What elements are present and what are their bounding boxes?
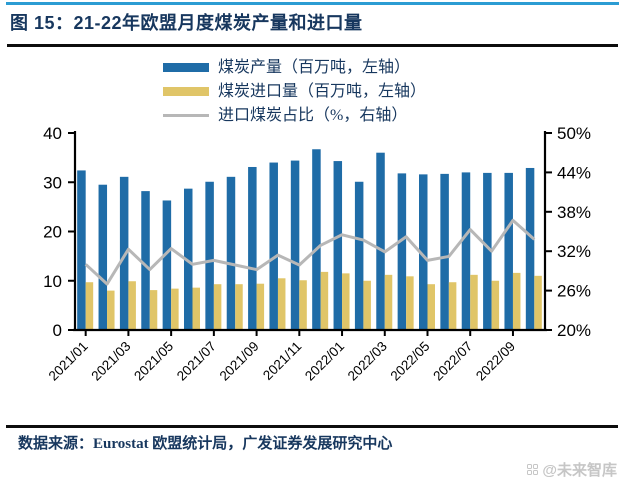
import-share-line-swatch	[163, 114, 209, 117]
bar-coal-imports	[277, 278, 286, 330]
title-divider	[7, 44, 618, 47]
bar-coal-production	[312, 149, 321, 330]
bar-coal-imports	[534, 275, 542, 330]
bar-coal-imports	[406, 276, 414, 330]
legend-label: 煤炭产量（百万吨，左轴）	[218, 58, 411, 76]
bar-coal-production	[290, 160, 300, 330]
bar-coal-production	[98, 184, 108, 330]
bar-coal-production	[162, 200, 172, 330]
x-axis-tick-label: 2022/09	[473, 339, 518, 384]
bar-coal-production	[354, 181, 364, 330]
x-axis-tick-label: 2021/11	[260, 339, 304, 383]
watermark: @未来智库	[526, 459, 617, 480]
bar-coal-imports	[512, 272, 521, 330]
footer-divider	[6, 425, 618, 428]
bar-coal-production	[440, 173, 449, 330]
bar-coal-imports	[299, 280, 307, 330]
bar-coal-imports	[85, 282, 94, 330]
bar-coal-imports	[320, 271, 329, 330]
bar-coal-production	[419, 174, 428, 330]
bar-coal-imports	[384, 274, 393, 330]
bar-coal-production	[333, 161, 343, 330]
bar-coal-production	[141, 191, 150, 330]
bar-coal-imports	[491, 280, 500, 330]
legend-item-production: 煤炭产量（百万吨，左轴）	[163, 57, 426, 78]
bar-coal-production	[77, 170, 86, 330]
left-axis-tick-label: 10	[43, 272, 62, 291]
right-axis-tick-label: 44%	[557, 163, 591, 182]
bar-coal-imports	[213, 284, 222, 330]
x-axis-tick-label: 2022/05	[387, 339, 432, 384]
import-share-line	[84, 218, 536, 286]
x-axis-tick-label: 2021/07	[174, 339, 219, 384]
right-axis-tick-label: 26%	[557, 282, 591, 301]
bar-coal-production	[376, 152, 385, 330]
x-axis-tick-label: 2021/05	[131, 339, 176, 384]
bar-coal-imports	[470, 274, 478, 330]
legend-label: 煤炭进口量（百万吨，左轴）	[218, 82, 427, 100]
bar-coal-imports	[107, 290, 115, 330]
chart-svg: 01020304020%26%32%38%44%50%2021/012021/0…	[43, 124, 591, 384]
x-axis-tick-label: 2021/01	[46, 339, 91, 384]
bar-coal-production	[461, 172, 471, 330]
bar-coal-production	[226, 176, 236, 330]
watermark-logo-icon	[526, 463, 539, 476]
bar-coal-imports	[149, 290, 158, 330]
right-axis-tick-label: 20%	[557, 321, 591, 340]
right-axis-tick-label: 38%	[557, 203, 591, 222]
bar-coal-imports	[363, 280, 371, 330]
production-color-swatch	[163, 63, 209, 72]
x-axis-tick-label: 2021/09	[217, 339, 262, 384]
left-axis-tick-label: 20	[43, 223, 62, 242]
bar-coal-imports	[427, 284, 435, 330]
right-axis-tick-label: 32%	[557, 242, 591, 261]
bar-coal-imports	[256, 283, 265, 330]
bar-coal-production	[483, 172, 492, 330]
x-axis-tick-label: 2022/01	[302, 339, 347, 384]
chart-legend: 煤炭产量（百万吨，左轴） 煤炭进口量（百万吨，左轴） 进口煤炭占比（%，右轴）	[163, 57, 426, 126]
bar-coal-imports	[235, 284, 243, 330]
bar-coal-production	[248, 166, 257, 330]
legend-label: 进口煤炭占比（%，右轴）	[218, 106, 408, 124]
figure-title: 图 15：21-22年欧盟月度煤炭产量和进口量	[10, 13, 363, 33]
bar-coal-imports	[128, 281, 136, 330]
left-axis-tick-label: 30	[43, 173, 62, 192]
top-border-line	[6, 2, 619, 5]
legend-item-imports: 煤炭进口量（百万吨，左轴）	[163, 81, 426, 102]
bar-coal-imports	[342, 273, 350, 330]
bar-coal-production	[269, 162, 278, 330]
x-axis-tick-label: 2022/07	[430, 339, 475, 384]
bar-coal-production	[184, 188, 193, 330]
left-axis-tick-label: 40	[43, 124, 62, 143]
legend-item-import-share: 进口煤炭占比（%，右轴）	[163, 105, 426, 126]
x-axis-tick-label: 2022/03	[345, 339, 390, 384]
bar-coal-production	[397, 173, 407, 330]
watermark-text: @未来智库	[542, 462, 617, 479]
data-source: 数据来源：Eurostat 欧盟统计局，广发证券发展研究中心	[18, 436, 393, 452]
bar-coal-production	[504, 172, 513, 330]
bar-coal-production	[205, 181, 214, 330]
bar-coal-imports	[192, 287, 200, 330]
imports-color-swatch	[163, 87, 209, 96]
chart-area: 0 10 20 30 40 20% 26% 32% 38% 44% 50% 2021/01 2021/0…	[0, 118, 625, 410]
bar-coal-imports	[171, 288, 179, 330]
right-axis-tick-label: 50%	[557, 124, 591, 143]
bar-coal-production	[525, 167, 535, 330]
bar-coal-imports	[448, 282, 457, 330]
left-axis-tick-label: 0	[53, 321, 62, 340]
x-axis-tick-label: 2021/03	[88, 339, 133, 384]
